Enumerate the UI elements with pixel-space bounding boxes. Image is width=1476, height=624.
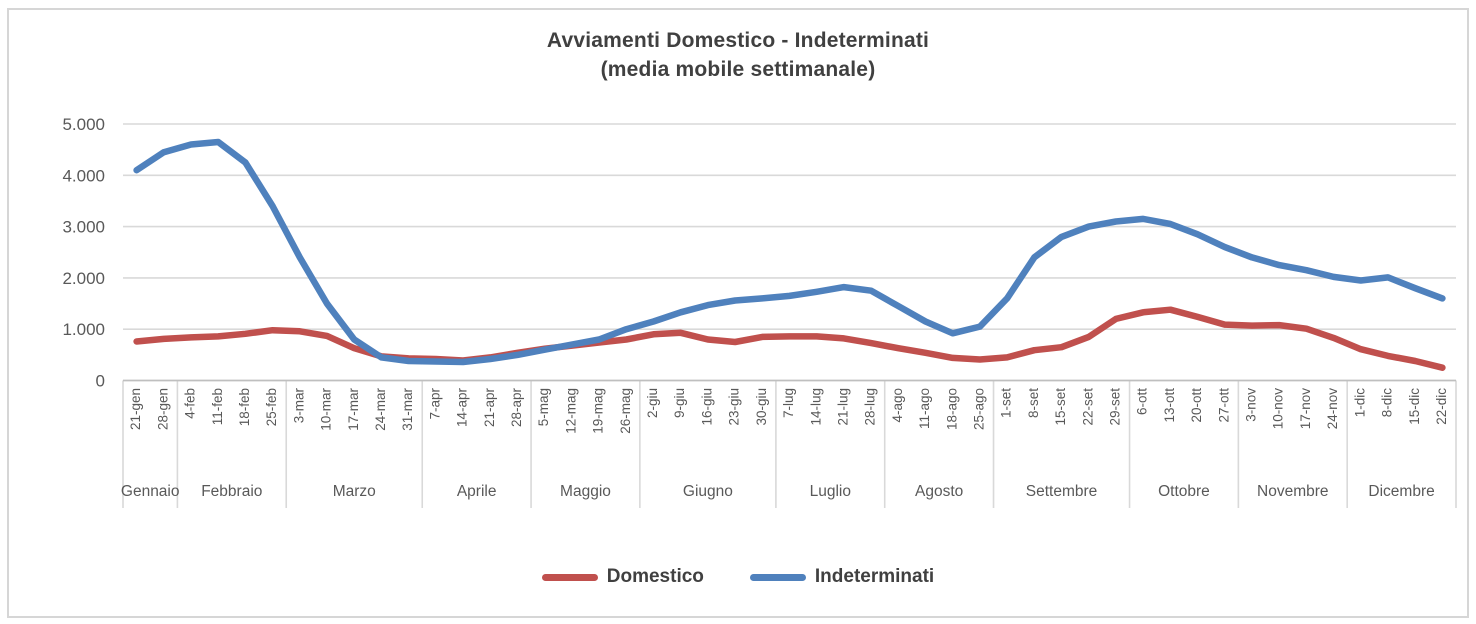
x-axis-month-label: Agosto <box>915 483 963 500</box>
x-axis-week-label: 5-mag <box>536 388 551 426</box>
x-axis-week-label: 25-ago <box>971 388 986 430</box>
y-axis-tick-label: 2.000 <box>62 269 105 288</box>
x-axis-week-label: 14-lug <box>808 388 823 426</box>
x-axis-week-label: 11-feb <box>210 388 225 425</box>
legend-label-indeterminati: Indeterminati <box>814 566 935 587</box>
legend: Domestico Indeterminati <box>0 566 1476 588</box>
x-axis-week-label: 28-gen <box>155 388 170 430</box>
x-axis-week-label: 24-nov <box>1325 388 1340 430</box>
x-axis-week-label: 16-giu <box>699 388 714 426</box>
x-axis-month-label: Maggio <box>560 483 611 500</box>
x-axis-week-label: 28-apr <box>509 388 524 428</box>
x-axis-week-label: 6-ott <box>1135 388 1150 415</box>
series-line-indeterminati <box>133 138 1446 366</box>
legend-item-indeterminati: Indeterminati <box>749 566 935 588</box>
x-axis-week-label: 25-feb <box>264 388 279 426</box>
x-axis-week-label: 12-mag <box>563 388 578 434</box>
x-axis-week-label: 9-giu <box>672 388 687 418</box>
x-axis-week-label: 4-ago <box>890 388 905 423</box>
x-axis-week-label: 3-mar <box>291 388 306 424</box>
x-axis-week-label: 29-set <box>1108 388 1123 426</box>
x-axis-week-label: 31-mar <box>400 388 415 431</box>
legend-item-domestico: Domestico <box>541 566 704 588</box>
x-axis-week-label: 21-apr <box>482 388 497 428</box>
y-axis-tick-label: 1.000 <box>62 320 105 339</box>
x-axis-week-label: 15-dic <box>1407 388 1422 425</box>
x-axis-week-label: 17-nov <box>1298 388 1313 430</box>
x-axis-week-label: 22-dic <box>1434 388 1449 425</box>
x-axis-week-label: 14-apr <box>455 388 470 428</box>
x-axis-week-label: 18-ago <box>944 388 959 430</box>
domestico-line-swatch-icon <box>541 573 598 581</box>
legend-label-domestico: Domestico <box>606 566 704 587</box>
x-axis-month-label: Marzo <box>333 483 376 500</box>
x-axis-month-label: Aprile <box>457 483 497 500</box>
x-axis-month-label: Luglio <box>810 483 851 500</box>
x-axis-week-label: 23-giu <box>727 388 742 426</box>
x-axis-week-label: 27-ott <box>1216 388 1231 423</box>
x-axis-month-label: Febbraio <box>201 483 262 500</box>
x-axis-week-label: 11-ago <box>917 388 932 429</box>
x-axis-month-label: Dicembre <box>1368 483 1434 500</box>
x-axis-week-label: 7-apr <box>427 387 442 419</box>
chart-title: Avviamenti Domestico - Indeterminati (me… <box>0 26 1476 84</box>
x-axis-week-label: 8-dic <box>1380 388 1395 418</box>
x-axis-week-label: 10-mar <box>319 388 334 431</box>
x-axis-week-label: 24-mar <box>373 388 388 431</box>
x-axis-week-label: 2-giu <box>645 388 660 418</box>
x-axis-month-label: Giugno <box>683 483 733 500</box>
x-axis-month-label: Ottobre <box>1158 483 1210 500</box>
chart-frame-border <box>7 8 1469 618</box>
x-axis-week-label: 18-feb <box>237 388 252 426</box>
x-axis-week-label: 17-mar <box>346 388 361 431</box>
series-line-domestico <box>133 306 1446 371</box>
x-axis-week-label: 4-feb <box>183 388 198 419</box>
x-axis-week-label: 30-giu <box>754 388 769 426</box>
x-axis-week-label: 8-set <box>1026 388 1041 418</box>
x-axis-week-label: 19-mag <box>591 388 606 434</box>
x-axis-week-label: 28-lug <box>863 388 878 426</box>
x-axis-week-label: 20-ott <box>1189 388 1204 423</box>
chart-title-line1: Avviamenti Domestico - Indeterminati <box>546 29 930 52</box>
indeterminati-line-swatch-icon <box>749 573 806 581</box>
y-axis-tick-label: 0 <box>96 372 105 391</box>
x-axis-month-label: Settembre <box>1026 483 1098 500</box>
x-axis-week-label: 7-lug <box>781 388 796 418</box>
x-axis-week-label: 13-ott <box>1162 388 1177 423</box>
x-axis-week-label: 21-gen <box>128 388 143 430</box>
y-axis-tick-label: 4.000 <box>62 166 105 185</box>
x-axis-month-label: Gennaio <box>121 483 180 500</box>
chart-title-line2: (media mobile settimanale) <box>600 58 876 81</box>
x-axis-week-label: 26-mag <box>618 388 633 434</box>
x-axis-week-label: 10-nov <box>1271 388 1286 430</box>
x-axis-week-label: 3-nov <box>1244 388 1259 422</box>
y-axis-tick-label: 5.000 <box>62 115 105 134</box>
x-axis-month-label: Novembre <box>1257 483 1329 500</box>
x-axis-week-label: 15-set <box>1053 388 1068 426</box>
x-axis-week-label: 21-lug <box>835 388 850 426</box>
x-axis-week-label: 1-dic <box>1352 388 1367 418</box>
x-axis-week-label: 1-set <box>999 388 1014 418</box>
x-axis-week-label: 22-set <box>1080 388 1095 426</box>
y-axis-tick-label: 3.000 <box>62 218 105 237</box>
